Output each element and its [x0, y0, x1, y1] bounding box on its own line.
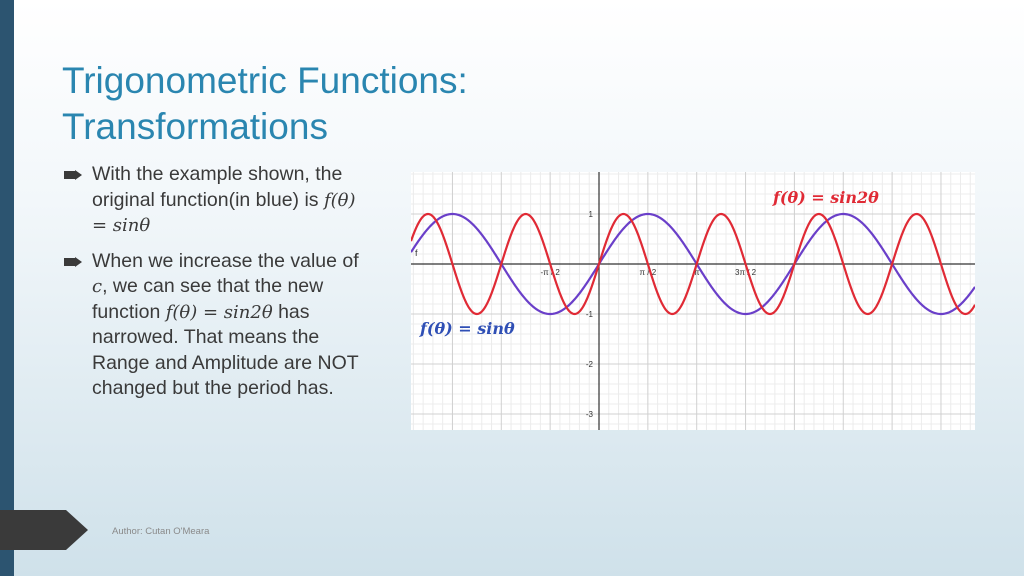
x-tick-label: 3π / 2	[735, 268, 757, 277]
slide-title: Trigonometric Functions: Transformations	[62, 58, 582, 150]
left-accent-bar	[0, 0, 14, 576]
series-sin-curve	[411, 212, 975, 316]
x-tick-label: π / 2	[640, 268, 657, 277]
bullet-1-text: With the example shown, the original fun…	[92, 163, 343, 211]
legend-sin: f(θ) = sinθ	[420, 319, 515, 338]
x-tick-label: π	[694, 268, 700, 277]
axis-label-f: f	[415, 248, 418, 258]
bullet-2-text-c: has narrowed. That means the Range and A…	[92, 300, 359, 400]
graph-svg: -π / 2 π / 2 π 3π / 2 1 -1 -2 -3 f	[411, 172, 975, 430]
bullet-2-text-b: , we can see that the new function	[92, 275, 324, 323]
bullet-item-2: When we increase the value of c, we can …	[62, 249, 362, 402]
author-credit: Author: Cutan O'Meara	[112, 526, 210, 537]
y-tick-label: -2	[586, 360, 594, 369]
bullet-2-math-func: f(θ) = sin2θ	[165, 301, 273, 323]
arrow-bullet-icon	[64, 256, 82, 267]
y-tick-label: -3	[586, 410, 594, 419]
bullet-2-text-a: When we increase the value of	[92, 249, 359, 272]
y-tick-label: 1	[589, 210, 594, 219]
legend-sin2: f(θ) = sin2θ	[773, 188, 879, 207]
bullet-1-math: f(θ) = sinθ	[92, 189, 356, 237]
bullet-item-1: With the example shown, the original fun…	[62, 162, 362, 239]
series-sin2-curve	[411, 212, 975, 316]
function-graph: -π / 2 π / 2 π 3π / 2 1 -1 -2 -3 f	[411, 172, 975, 430]
arrow-bullet-icon	[64, 170, 82, 180]
title-line-2: Transformations	[62, 106, 328, 147]
x-tick-label: -π / 2	[540, 268, 560, 277]
y-tick-label: -1	[586, 310, 594, 319]
bullet-2-math-c: c	[92, 276, 103, 297]
bullet-list: With the example shown, the original fun…	[62, 162, 362, 412]
footer-tab-shape	[0, 510, 88, 550]
title-line-1: Trigonometric Functions:	[62, 60, 468, 101]
